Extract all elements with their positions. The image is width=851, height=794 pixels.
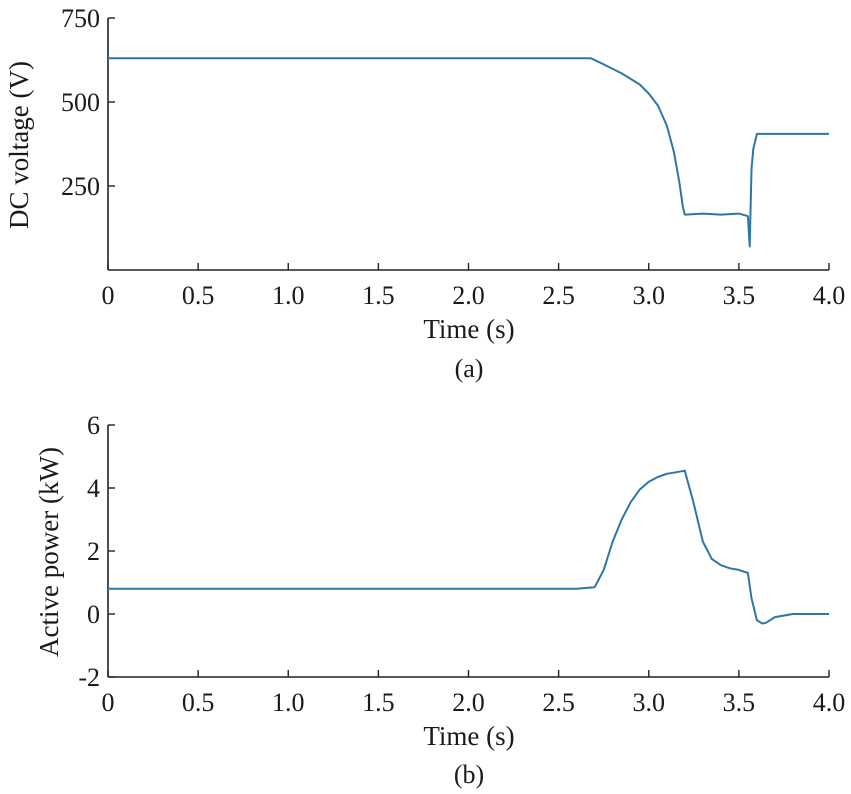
chart-caption: (b) — [454, 760, 484, 789]
y-tick-label: 0 — [87, 600, 100, 629]
x-tick-label: 2.0 — [452, 688, 485, 717]
y-tick-label: 250 — [61, 172, 100, 201]
x-tick-label: 4.0 — [813, 281, 846, 310]
y-tick-label: 6 — [87, 411, 100, 440]
chart-active-power: Active power (kW) Time (s) (b) 0 0.5 1.0 1.… — [34, 411, 845, 789]
y-axis-label: Active power (kW) — [34, 447, 64, 657]
chart-caption: (a) — [455, 354, 484, 383]
series-line — [108, 469, 829, 625]
x-tick-label: 0.5 — [182, 688, 215, 717]
series-line — [108, 57, 829, 248]
y-tick-label: 750 — [61, 4, 100, 33]
x-tick-label: 2.5 — [542, 688, 575, 717]
x-tick-label: 0 — [102, 688, 115, 717]
x-tick-label: 2.0 — [452, 281, 485, 310]
y-tick-label: 500 — [61, 88, 100, 117]
y-tick-label: 2 — [87, 537, 100, 566]
x-tick-label: 3.0 — [633, 688, 666, 717]
x-tick-label: 3.5 — [723, 281, 756, 310]
x-axis-label: Time (s) — [423, 721, 514, 751]
x-tick-label: 2.5 — [542, 281, 575, 310]
x-axis-label: Time (s) — [423, 314, 514, 344]
x-tick-label: 3.5 — [723, 688, 756, 717]
x-tick-label: 1.0 — [272, 281, 305, 310]
x-tick-label: 4.0 — [813, 688, 846, 717]
x-tick-label: 1.0 — [272, 688, 305, 717]
x-tick-label: 1.5 — [362, 688, 395, 717]
x-tick-label: 3.0 — [633, 281, 666, 310]
y-tick-label: 4 — [87, 474, 100, 503]
y-tick-label: -2 — [78, 663, 100, 692]
x-tick-label: 1.5 — [362, 281, 395, 310]
x-tick-label: 0.5 — [182, 281, 215, 310]
y-axis-label: DC voltage (V) — [4, 61, 34, 229]
chart-dc-voltage: DC voltage (V) Time (s) (a) 0 0.5 1.0 1.5 2.… — [4, 4, 845, 383]
x-tick-label: 0 — [102, 281, 115, 310]
